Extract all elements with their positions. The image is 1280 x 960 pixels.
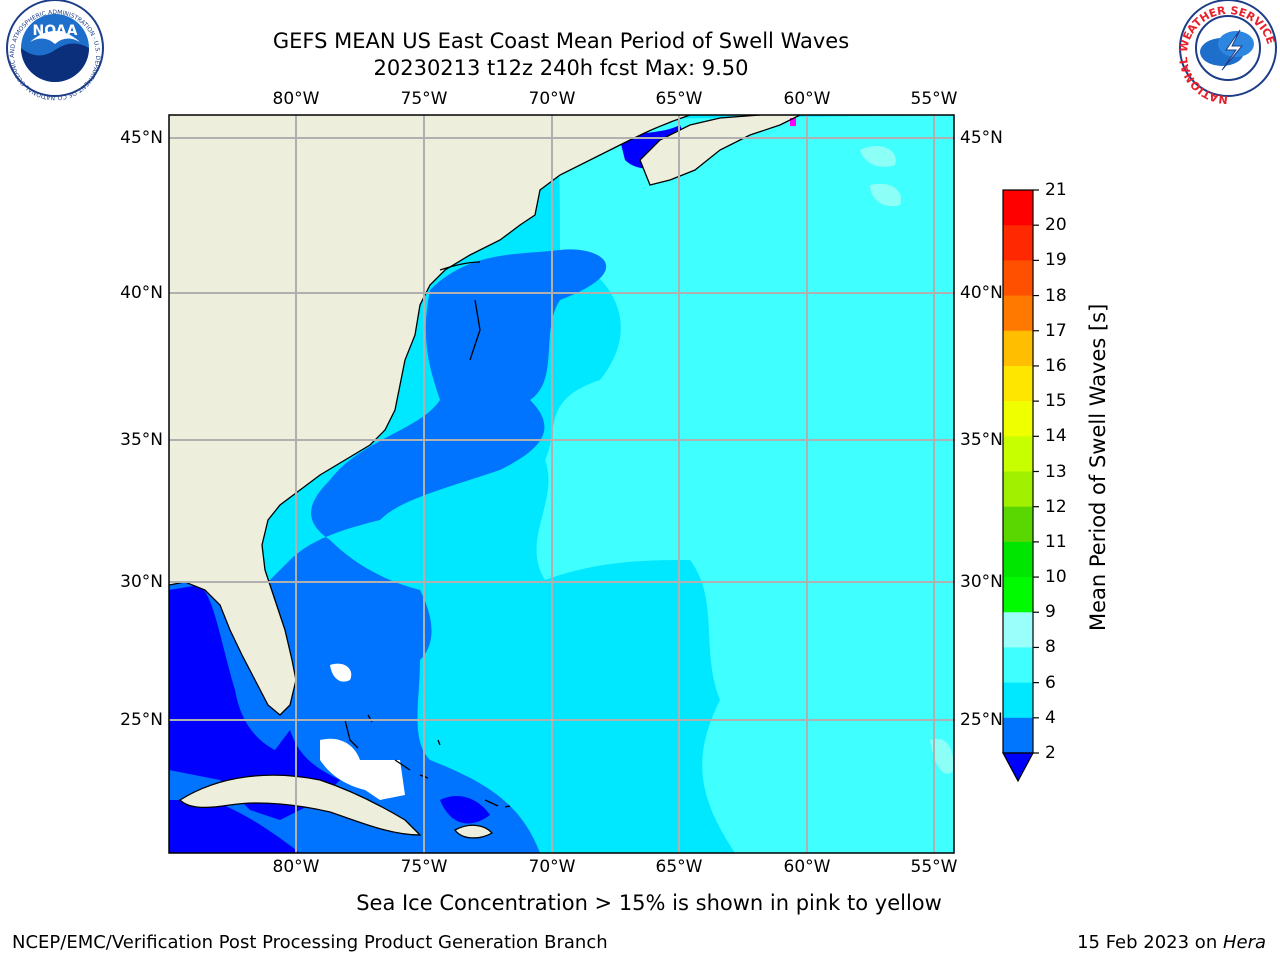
lon-label-bottom: 55°W [910,857,958,877]
map-title: GEFS MEAN US East Coast Mean Period of S… [272,29,850,53]
lon-label-top: 65°W [655,89,703,109]
colorbar-segment [1003,190,1033,226]
lat-label-left: 40°N [120,283,163,303]
lat-label-left: 45°N [120,128,163,148]
lon-label-top: 75°W [400,89,448,109]
colorbar-segment [1003,330,1033,367]
footer-host: Hera [1222,932,1266,953]
colorbar-segment [1003,612,1033,648]
colorbar-segment [1003,436,1033,472]
map-subtitle: 20230213 t12z 240h fcst Max: 9.50 [373,56,749,80]
footer-date: 15 Feb 2023 on Hera [1077,932,1266,954]
lat-label-right: 30°N [960,572,1003,592]
lon-label-bottom: 65°W [655,857,703,877]
colorbar-segment [1003,225,1033,261]
colorbar-segment [1003,577,1033,613]
colorbar-tick-label: 18 [1045,285,1067,306]
colorbar-segment [1003,295,1033,332]
colorbar [1001,189,1039,783]
colorbar-tick-label: 19 [1045,250,1067,271]
lat-label-left: 30°N [120,572,163,592]
colorbar-tick-label: 2 [1045,743,1056,763]
nws-logo-icon: NATIONAL WEATHER SERVICE [1177,0,1277,106]
lat-label-left: 35°N [120,430,163,450]
colorbar-segment [1003,365,1033,402]
colorbar-tick-label: 6 [1045,672,1056,693]
colorbar-tick-label: 13 [1045,461,1067,482]
lat-label-right: 25°N [960,710,1003,730]
lon-label-bottom: 80°W [272,857,320,877]
colorbar-tick-label: 15 [1045,391,1067,412]
lat-label-right: 40°N [960,283,1003,303]
colorbar-segment [1003,260,1033,297]
colorbar-segment [1003,541,1033,578]
lat-label-right: 45°N [960,128,1003,148]
colorbar-segment [1003,717,1033,754]
lon-label-top: 70°W [528,89,576,109]
colorbar-segment [1003,647,1033,684]
lon-label-bottom: 75°W [400,857,448,877]
svg-text:NOAA: NOAA [33,23,78,39]
lon-label-top: 80°W [272,89,320,109]
map-plot-area [169,115,954,853]
colorbar-tick-label: 10 [1045,567,1067,588]
colorbar-segment [1003,471,1033,508]
colorbar-tick-label: 14 [1045,426,1067,447]
colorbar-segment [1003,682,1033,719]
colorbar-label: Mean Period of Swell Waves [s] [1086,303,1110,631]
sea-ice-note: Sea Ice Concentration > 15% is shown in … [356,891,942,915]
colorbar-tick-label: 12 [1045,496,1067,517]
noaa-logo-icon: NOAA NATIONAL OCEANIC AND ATMOSPHERIC AD… [0,0,104,101]
colorbar-tick-label: 9 [1045,602,1056,623]
lon-label-top: 55°W [910,89,958,109]
lon-label-bottom: 60°W [783,857,831,877]
footer-credit: NCEP/EMC/Verification Post Processing Pr… [12,932,608,953]
colorbar-extend-arrow [1001,752,1035,783]
colorbar-tick-label: 21 [1045,180,1067,200]
colorbar-tick-label: 20 [1045,215,1067,236]
colorbar-tick-label: 4 [1045,707,1056,728]
colorbar-tick-label: 8 [1045,637,1056,658]
lat-label-right: 35°N [960,430,1003,450]
colorbar-tick-label: 17 [1045,320,1067,341]
colorbar-tick-label: 11 [1045,531,1067,552]
colorbar-tick-label: 16 [1045,355,1067,376]
lon-label-top: 60°W [783,89,831,109]
colorbar-segment [1003,506,1033,543]
colorbar-segment [1003,401,1033,437]
lon-label-bottom: 70°W [528,857,576,877]
footer-date-text: 15 Feb 2023 on [1077,932,1223,953]
lat-label-left: 25°N [120,710,163,730]
